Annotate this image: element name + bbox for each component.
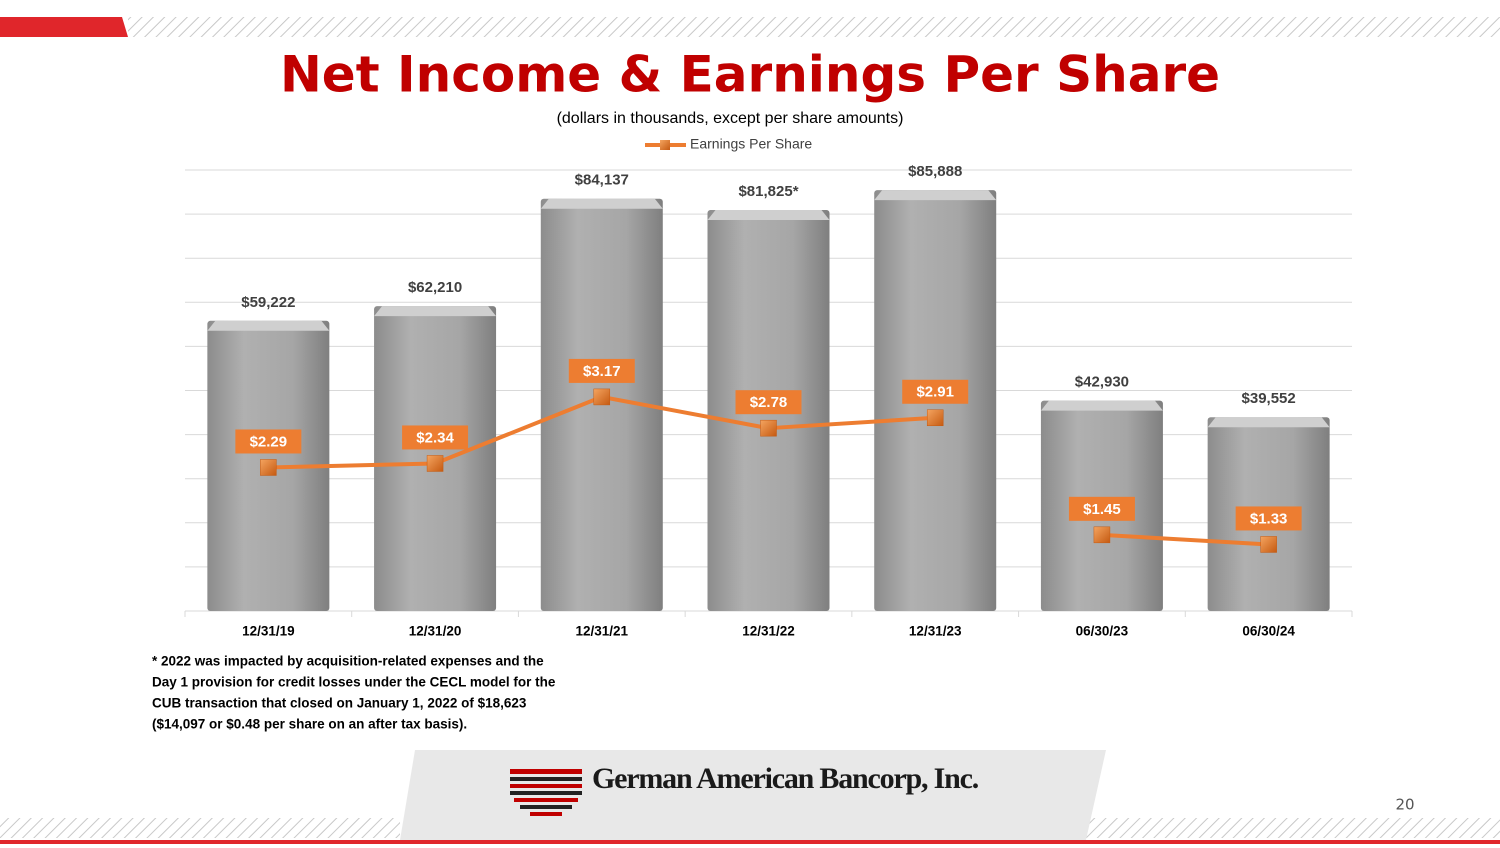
line-value-label: $2.91: [916, 384, 954, 401]
x-tick-label: 12/31/22: [742, 624, 795, 639]
line-marker: [760, 419, 777, 437]
legend: Earnings Per Share: [645, 136, 812, 152]
page-number: 20: [1395, 796, 1414, 814]
chart-title: Net Income & Earnings Per Share: [280, 46, 1220, 104]
bottom-rule: [0, 840, 1500, 844]
value-label-box: [735, 390, 802, 415]
line-value-label: $2.34: [416, 429, 454, 446]
value-label-box: [1068, 496, 1135, 521]
line-marker: [593, 388, 611, 406]
x-tick-label: 06/30/23: [1076, 624, 1129, 639]
line-value-label: $3.17: [583, 363, 621, 380]
value-label-box: [402, 425, 469, 450]
line-value-label: $2.29: [250, 433, 288, 450]
legend-label: Earnings Per Share: [690, 136, 812, 152]
footnote-line: ($14,097 or $0.48 per share on an after …: [152, 717, 467, 732]
line-marker: [926, 409, 944, 427]
red-accent: [0, 17, 128, 37]
top-stripe: [128, 17, 1500, 37]
line-segment: [1101, 532, 1269, 547]
x-tick-label: 12/31/19: [242, 624, 295, 639]
value-label-box: [235, 429, 302, 454]
bottom-stripe: [1085, 818, 1500, 838]
bar-cap: [1040, 400, 1163, 411]
bar-value-label: $84,137: [575, 172, 629, 189]
line-marker: [426, 455, 444, 472]
bar-cap: [874, 190, 997, 201]
bar-cap: [540, 198, 663, 209]
line-marker: [260, 459, 277, 476]
x-tick-label: 12/31/21: [576, 624, 629, 639]
footnote: * 2022 was impacted by acquisition-relat…: [152, 654, 556, 732]
chart-subtitle: (dollars in thousands, except per share …: [557, 110, 904, 127]
logo-icon: [510, 769, 582, 816]
line-marker: [1093, 526, 1111, 544]
bar-cap: [707, 210, 830, 221]
bar-cap: [207, 320, 330, 331]
line-value-label: $1.45: [1083, 501, 1121, 518]
bar-value-label: $39,552: [1242, 390, 1296, 407]
footnote-line: Day 1 provision for credit losses under …: [152, 675, 556, 690]
footnote-line: CUB transaction that closed on January 1…: [152, 696, 527, 711]
line-value-label: $1.33: [1250, 510, 1288, 527]
bar-value-label: $62,210: [408, 279, 462, 296]
bar-value-label: $81,825*: [738, 183, 798, 200]
value-label-box: [568, 358, 635, 383]
line-value-label: $2.78: [750, 394, 788, 411]
bar-cap: [374, 306, 497, 317]
bar-value-label: $59,222: [241, 294, 295, 311]
line-segment: [601, 394, 769, 431]
x-tick-label: 12/31/20: [409, 624, 462, 639]
line-segment: [768, 415, 936, 431]
x-tick-label: 12/31/23: [909, 624, 962, 639]
logo-text: German American Bancorp, Inc.: [592, 762, 979, 795]
bottom-stripe: [0, 818, 400, 838]
value-label-box: [1235, 506, 1302, 531]
line-marker: [1260, 536, 1277, 553]
bar-cap: [1207, 417, 1330, 428]
bar-value-label: $42,930: [1075, 374, 1129, 391]
x-tick-label: 06/30/24: [1242, 624, 1295, 639]
value-label-box: [902, 379, 969, 404]
line-segment: [434, 395, 603, 466]
line-segment: [268, 461, 436, 470]
footnote-line: * 2022 was impacted by acquisition-relat…: [152, 654, 544, 669]
bar-value-label: $85,888: [908, 163, 962, 180]
legend-marker: [660, 140, 670, 150]
